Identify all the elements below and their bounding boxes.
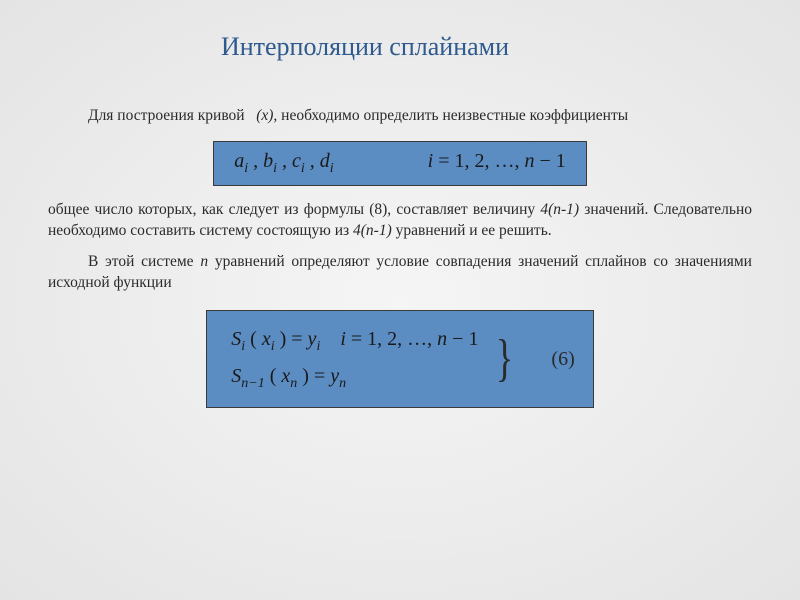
formula-box-2: Si ( xi ) = yi i = 1, 2, …, n − 1 Sn−1 (… bbox=[206, 310, 594, 409]
paragraph-1: Для построения кривой (x), необходимо оп… bbox=[48, 106, 752, 127]
p1-fx: (x), bbox=[248, 107, 277, 124]
formula2-line1: Si ( xi ) = yi i = 1, 2, …, n − 1 bbox=[231, 323, 478, 358]
formula1-range: i = 1, 2, …, n − 1 bbox=[428, 150, 566, 173]
paragraph-2: общее число которых, как следует из форм… bbox=[48, 200, 752, 242]
page-title: Интерполяции сплайнами bbox=[98, 32, 632, 62]
p1-text-a: Для построения кривой bbox=[88, 107, 248, 124]
formula1-coeffs: ai , bi , ci , di bbox=[234, 150, 333, 177]
p2-text-c: уравнений и ее решить. bbox=[392, 222, 552, 239]
p2-4n1-1: 4(n-1) bbox=[540, 201, 579, 218]
p2-text-a: общее число которых, как следует из форм… bbox=[48, 201, 540, 218]
p2-4n1-2: 4(n-1) bbox=[353, 222, 392, 239]
formula2-eqnum: (6) bbox=[551, 343, 574, 375]
paragraph-3: В этой системе n уравнений определяют ус… bbox=[48, 252, 752, 294]
p3-n: n bbox=[200, 253, 208, 270]
formula2-brace: } bbox=[496, 333, 513, 385]
p3-text-a: В этой системе bbox=[88, 253, 200, 270]
formula2-line2: Sn−1 ( xn ) = yn bbox=[231, 360, 478, 395]
p1-text-b: необходимо определить неизвестные коэффи… bbox=[281, 107, 628, 124]
formula-box-1: ai , bi , ci , di i = 1, 2, …, n − 1 bbox=[213, 141, 587, 186]
